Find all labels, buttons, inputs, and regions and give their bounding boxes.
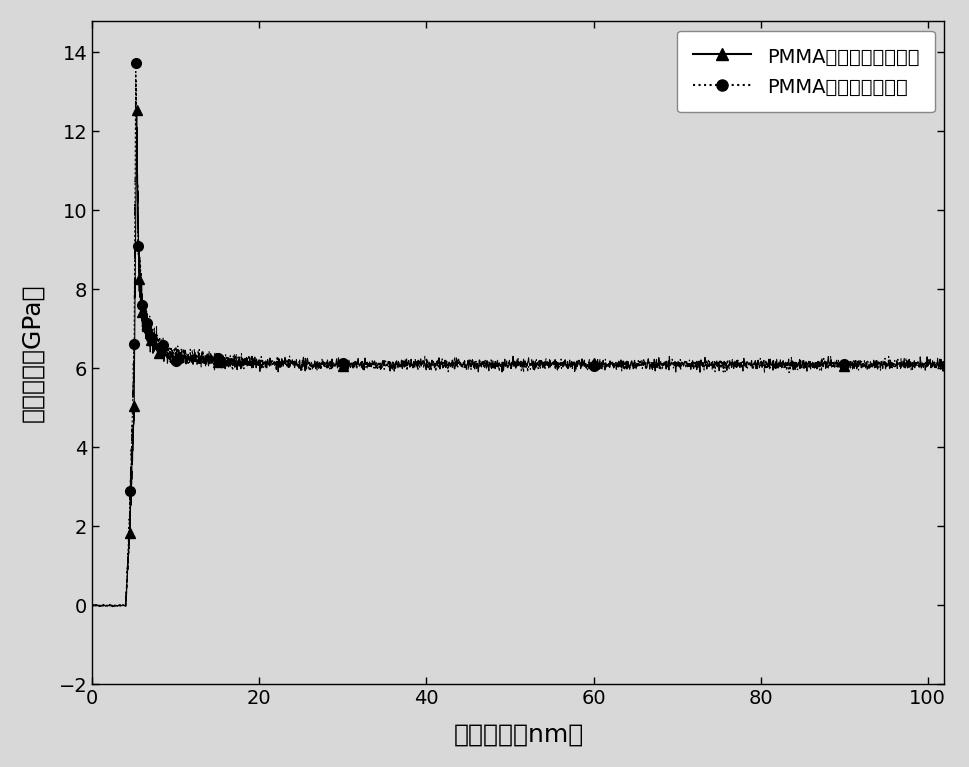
X-axis label: 压入深度（nm）: 压入深度（nm） <box>453 723 583 746</box>
Y-axis label: 杨氏模量（GPa）: 杨氏模量（GPa） <box>20 283 45 422</box>
Legend: PMMA未氧等离子体处理, PMMA氧等离子体处理: PMMA未氧等离子体处理, PMMA氧等离子体处理 <box>677 31 935 113</box>
